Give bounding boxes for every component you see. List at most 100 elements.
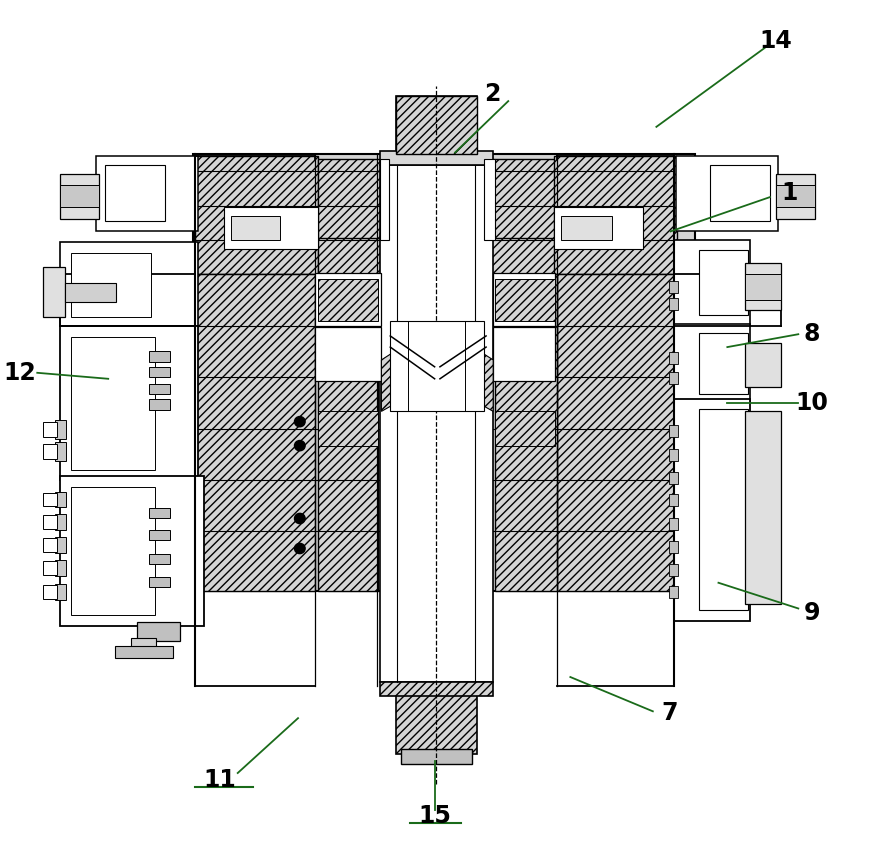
Bar: [317, 279, 377, 321]
Bar: [195, 274, 315, 591]
Bar: [149, 554, 170, 564]
Bar: [193, 154, 694, 591]
Bar: [137, 622, 180, 641]
Bar: [400, 749, 471, 764]
Text: 14: 14: [759, 29, 791, 53]
Bar: [668, 494, 677, 506]
Bar: [60, 174, 99, 219]
Bar: [43, 585, 57, 599]
Bar: [149, 367, 170, 377]
Bar: [673, 240, 749, 326]
Bar: [317, 159, 379, 240]
Bar: [149, 351, 170, 362]
Bar: [149, 530, 170, 540]
Text: 12: 12: [4, 361, 35, 385]
Bar: [668, 298, 677, 310]
Bar: [149, 508, 170, 518]
Bar: [395, 96, 477, 154]
Bar: [149, 577, 170, 587]
Text: 7: 7: [661, 701, 677, 725]
Bar: [43, 444, 57, 459]
Bar: [668, 449, 677, 461]
Bar: [668, 425, 677, 437]
Bar: [55, 537, 66, 553]
Bar: [105, 165, 165, 221]
Text: 11: 11: [204, 768, 236, 792]
Bar: [71, 487, 155, 615]
Bar: [149, 384, 170, 394]
Bar: [55, 442, 66, 461]
Bar: [556, 274, 694, 591]
Bar: [65, 283, 116, 302]
Bar: [668, 541, 677, 553]
Bar: [675, 156, 777, 231]
Bar: [43, 422, 57, 437]
Bar: [494, 274, 556, 591]
Bar: [494, 279, 555, 321]
Bar: [55, 492, 66, 507]
Bar: [395, 96, 477, 154]
Bar: [744, 274, 780, 300]
Bar: [55, 560, 66, 576]
Bar: [60, 242, 198, 326]
Bar: [96, 156, 198, 231]
Bar: [554, 207, 642, 249]
Bar: [55, 584, 66, 600]
Bar: [71, 337, 155, 470]
Bar: [709, 165, 769, 221]
Bar: [379, 165, 493, 682]
Polygon shape: [439, 326, 493, 411]
Bar: [390, 321, 484, 411]
Bar: [554, 156, 676, 274]
Bar: [149, 399, 170, 410]
Bar: [43, 267, 65, 317]
Bar: [43, 538, 57, 552]
Bar: [493, 273, 555, 326]
Text: 10: 10: [794, 391, 828, 415]
Bar: [315, 327, 381, 381]
Bar: [775, 174, 814, 219]
Bar: [744, 263, 780, 310]
Bar: [55, 420, 66, 439]
Text: 9: 9: [803, 601, 819, 625]
Bar: [490, 238, 556, 274]
Bar: [673, 399, 749, 621]
Bar: [55, 514, 66, 530]
Text: 15: 15: [417, 804, 451, 828]
Bar: [395, 692, 477, 754]
Bar: [698, 333, 747, 394]
Bar: [230, 216, 280, 240]
Bar: [744, 411, 780, 604]
Bar: [71, 253, 151, 317]
Circle shape: [294, 417, 305, 427]
Bar: [195, 156, 317, 274]
Bar: [43, 561, 57, 575]
Bar: [379, 159, 388, 240]
Bar: [317, 238, 379, 274]
Bar: [43, 515, 57, 529]
Bar: [115, 646, 173, 658]
Bar: [668, 586, 677, 598]
Bar: [317, 411, 377, 446]
Bar: [775, 185, 814, 207]
Bar: [668, 564, 677, 576]
Text: 2: 2: [484, 82, 500, 106]
Bar: [60, 326, 198, 480]
Bar: [490, 159, 556, 240]
Bar: [493, 327, 555, 381]
Bar: [43, 493, 57, 506]
Bar: [668, 518, 677, 530]
Text: 8: 8: [803, 322, 819, 346]
Bar: [379, 151, 493, 165]
Circle shape: [294, 513, 305, 524]
Bar: [484, 159, 494, 240]
Circle shape: [294, 440, 305, 451]
Bar: [494, 411, 555, 446]
Bar: [668, 281, 677, 293]
Bar: [668, 372, 677, 384]
Bar: [60, 476, 204, 626]
Text: 1: 1: [781, 181, 797, 205]
Bar: [698, 409, 747, 610]
Bar: [668, 352, 677, 364]
Bar: [317, 274, 377, 591]
